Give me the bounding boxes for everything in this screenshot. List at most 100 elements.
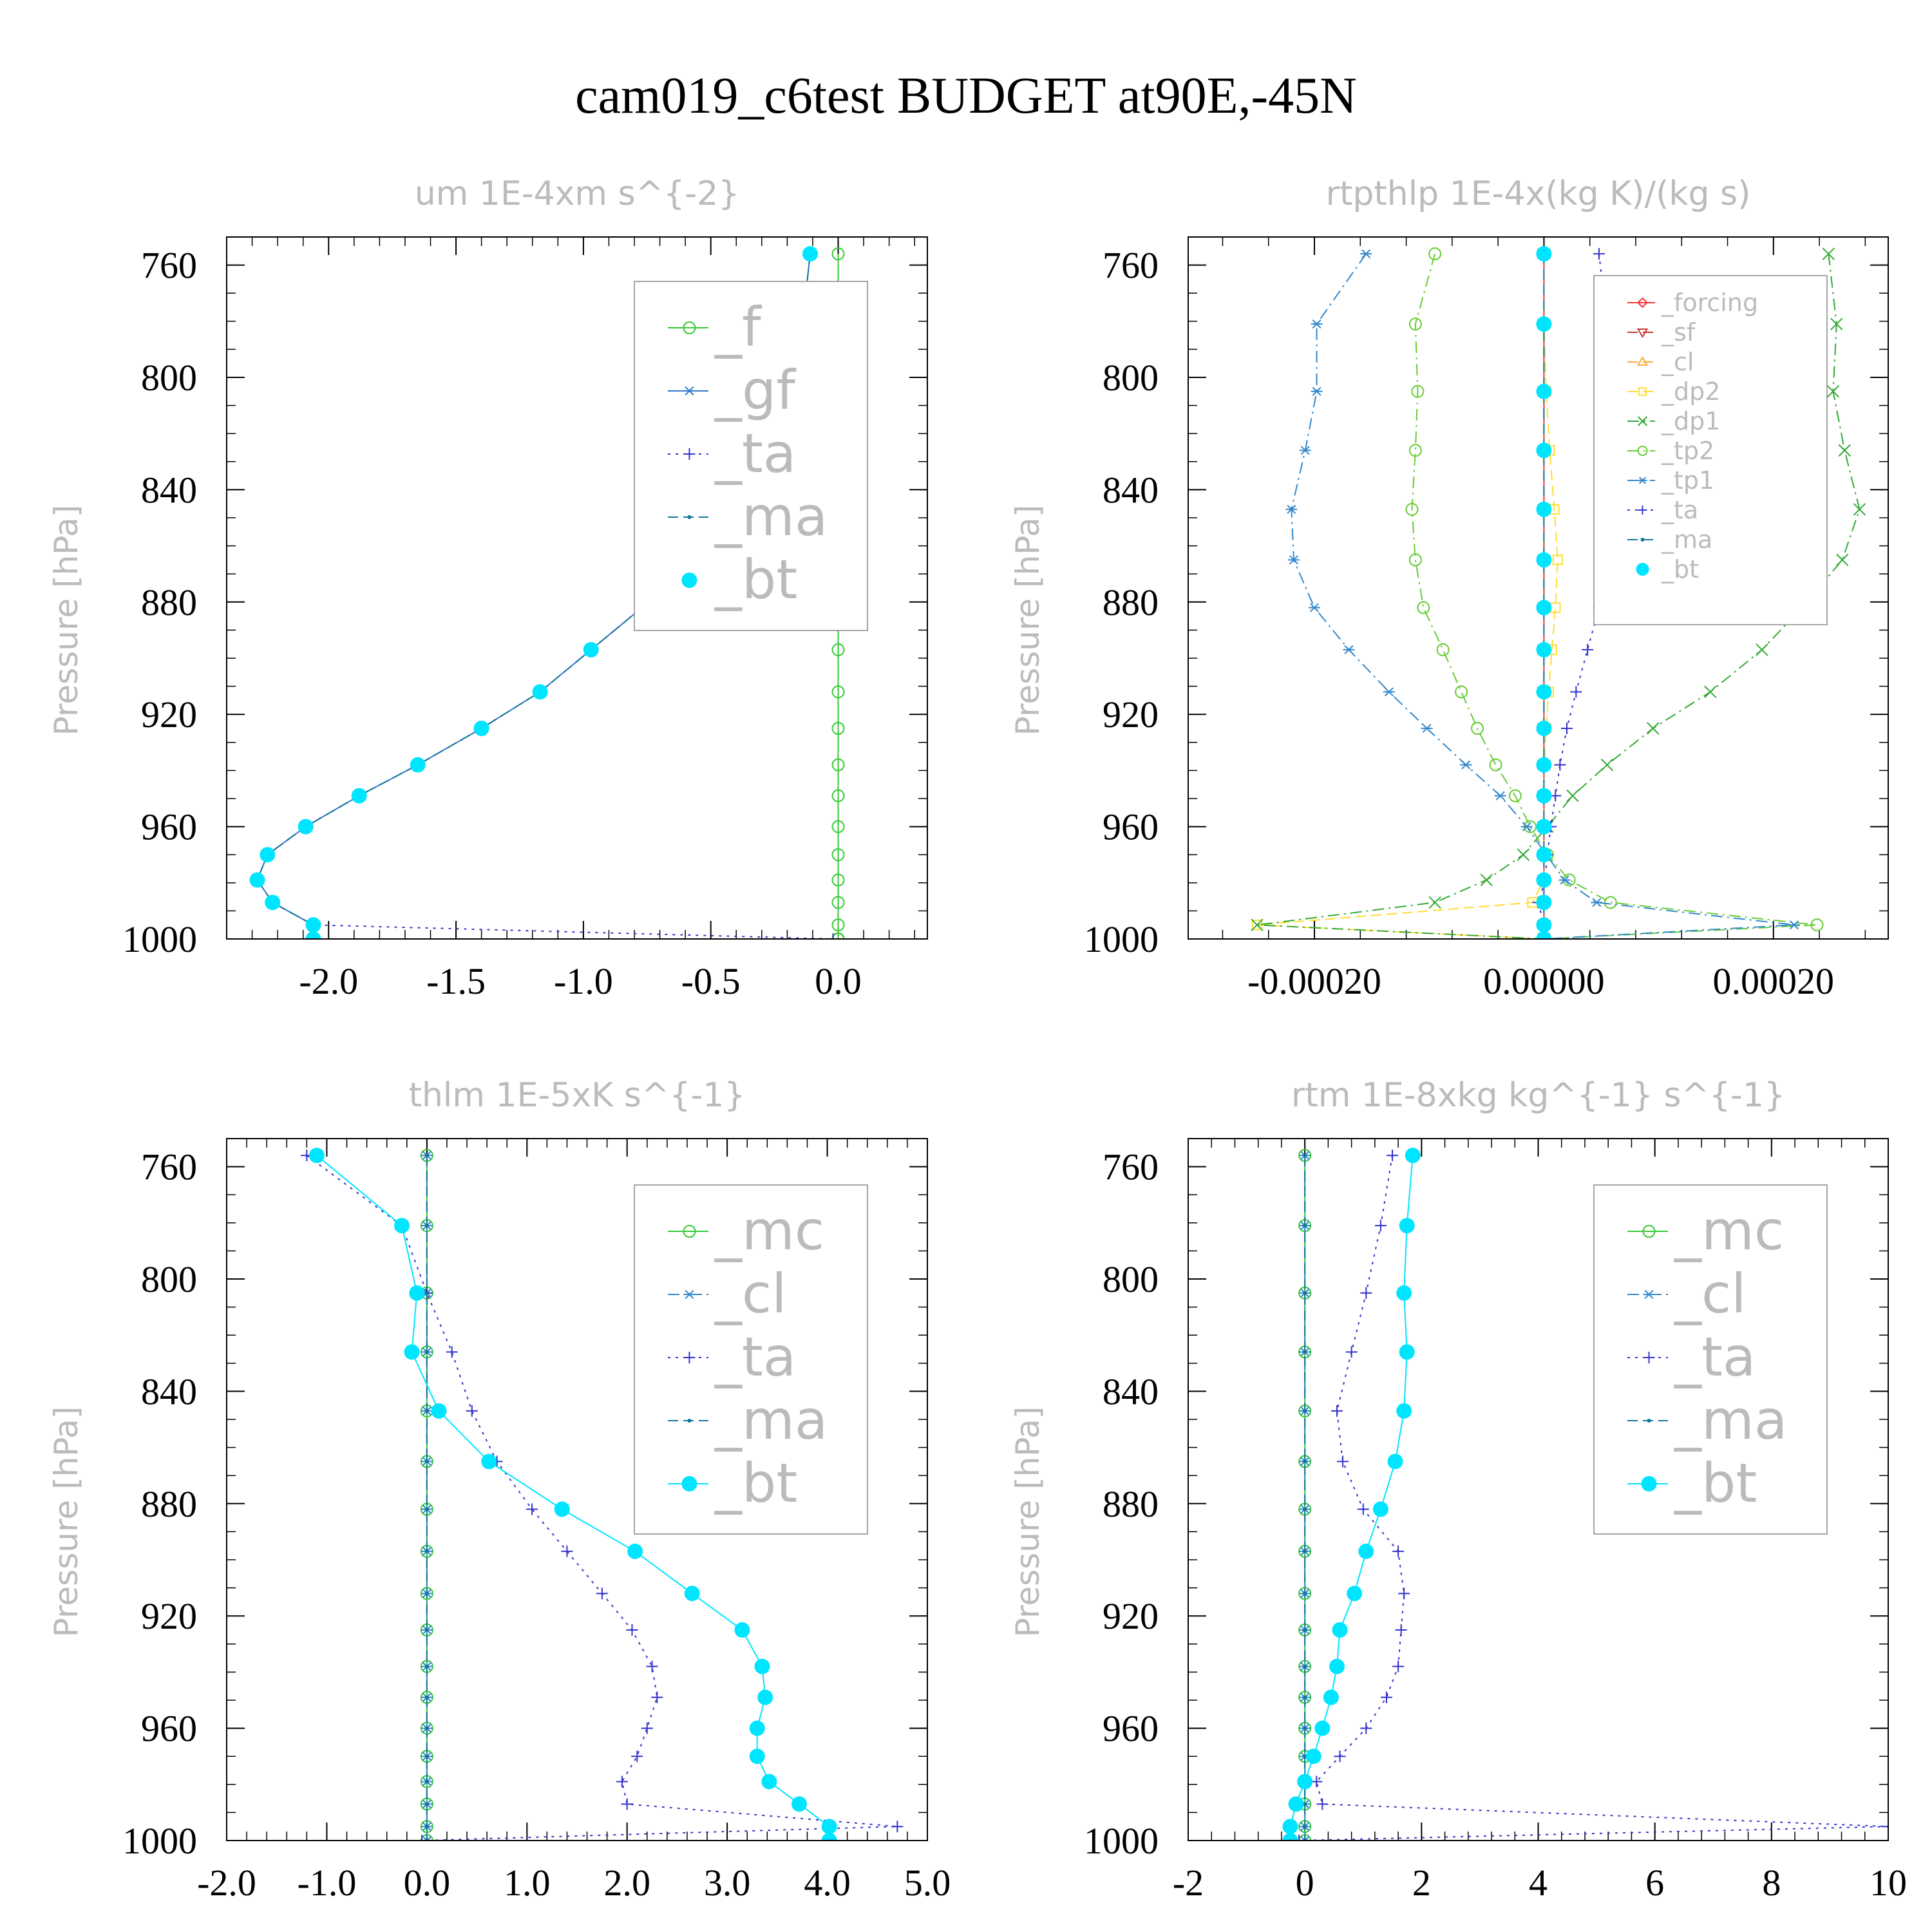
series-line [1291,253,1794,939]
data-point [1637,446,1648,456]
data-point [1643,1352,1655,1363]
y-tick-label: 840 [141,469,197,511]
y-tick-label: 960 [1103,806,1159,848]
data-point [754,1658,770,1674]
data-point [1387,1150,1399,1162]
chart-panel-1: um 1E-4xm s^{-2} Pressure [hPa] 760 800 840 8… [48,175,928,1002]
data-point [424,1350,429,1354]
y-tick-label: 800 [141,1258,197,1300]
data-point [1360,249,1372,259]
y-tick-label: 760 [141,1146,197,1188]
data-point [481,1454,497,1470]
data-point [1303,1695,1307,1700]
legend-label: _bt [1661,555,1699,583]
data-point [687,1419,692,1423]
figure-title: cam019_c6test BUDGET at90E,-45N [575,68,1357,124]
data-point [831,643,845,656]
x-tick-label: -1.0 [554,960,613,1002]
data-point [1343,645,1355,654]
data-point [421,1835,433,1841]
data-point [1303,1350,1307,1354]
data-point [1836,553,1849,567]
data-point [1838,444,1851,457]
data-point [1637,416,1648,426]
data-point [1582,643,1594,656]
y-tick-label: 1000 [1084,918,1159,960]
data-point [351,788,367,804]
data-point [1536,246,1552,262]
x-tick-label: -2 [1173,1862,1204,1904]
y-tick-label: 760 [1103,245,1159,287]
data-point [1536,819,1552,835]
series-line [306,1155,898,1841]
data-point [424,1224,429,1228]
chart-panel-3: thlm 1E-5xK s^{-1} Pressure [hPa] 760 800 84… [48,1076,951,1904]
y-tick-label: 800 [1103,357,1159,399]
data-point [308,1148,325,1164]
data-point [1374,1220,1387,1232]
legend-label: _bt [714,1452,797,1515]
series-line [1411,253,1817,939]
data-point [1303,1507,1307,1511]
data-point [1299,1835,1311,1841]
data-point [831,933,845,939]
data-point [1303,1664,1307,1669]
data-point [1311,1776,1323,1788]
data-point [791,1796,808,1812]
data-point [1316,1798,1329,1810]
data-point [410,757,426,773]
data-point [1305,1748,1321,1765]
y-axis-label: Pressure [hPa] [48,505,85,736]
data-point [424,1507,429,1511]
data-point [1282,1833,1298,1841]
data-point [249,872,265,888]
x-tick-label: -0.00020 [1247,960,1381,1002]
data-point [1417,601,1430,614]
legend-frame [634,281,868,631]
data-point [1788,920,1800,930]
y-tick-label: 760 [141,245,197,287]
data-point [1297,1774,1313,1790]
data-point [1536,383,1552,399]
data-point [1282,1819,1298,1835]
panel-title: rtpthlp 1E-4x(kg K)/(kg s) [1326,175,1751,213]
data-point [394,1218,410,1234]
data-point [1357,1503,1369,1515]
data-point [1303,1153,1307,1158]
data-point [1593,248,1605,260]
data-point [1480,873,1493,887]
data-point [646,1660,658,1672]
data-point [1303,1291,1307,1295]
data-point [1299,446,1311,455]
data-point [1251,918,1264,931]
legend-label: _ta [714,422,796,485]
data-point [1536,872,1552,888]
data-point [631,1750,643,1763]
data-point [1536,641,1552,658]
data-point [1421,723,1433,734]
data-point [831,848,845,862]
data-point [1398,1587,1410,1600]
data-point [1436,643,1450,656]
data-point [1303,1628,1307,1632]
data-point [1360,1287,1372,1299]
data-point [1285,504,1298,514]
series_bt [1282,1148,1421,1841]
x-tick-label: 6 [1645,1862,1664,1904]
x-tick-label: 3.0 [704,1862,751,1904]
data-point [1411,384,1425,398]
legend: _mc_cl_ta_ma_bt [634,1184,868,1535]
data-point [1638,477,1647,484]
data-point [1303,1824,1307,1829]
data-point [466,1405,478,1417]
legend-frame [1593,1184,1828,1535]
data-point [1494,791,1506,800]
data-point [431,1403,447,1419]
data-point [1399,1344,1415,1360]
series_ma [1303,1153,1307,1841]
legend-label: _cl [714,1262,787,1325]
data-point [1314,1720,1331,1736]
panel-title: um 1E-4xm s^{-2} [415,175,740,213]
x-tick-label: 2.0 [603,1862,650,1904]
